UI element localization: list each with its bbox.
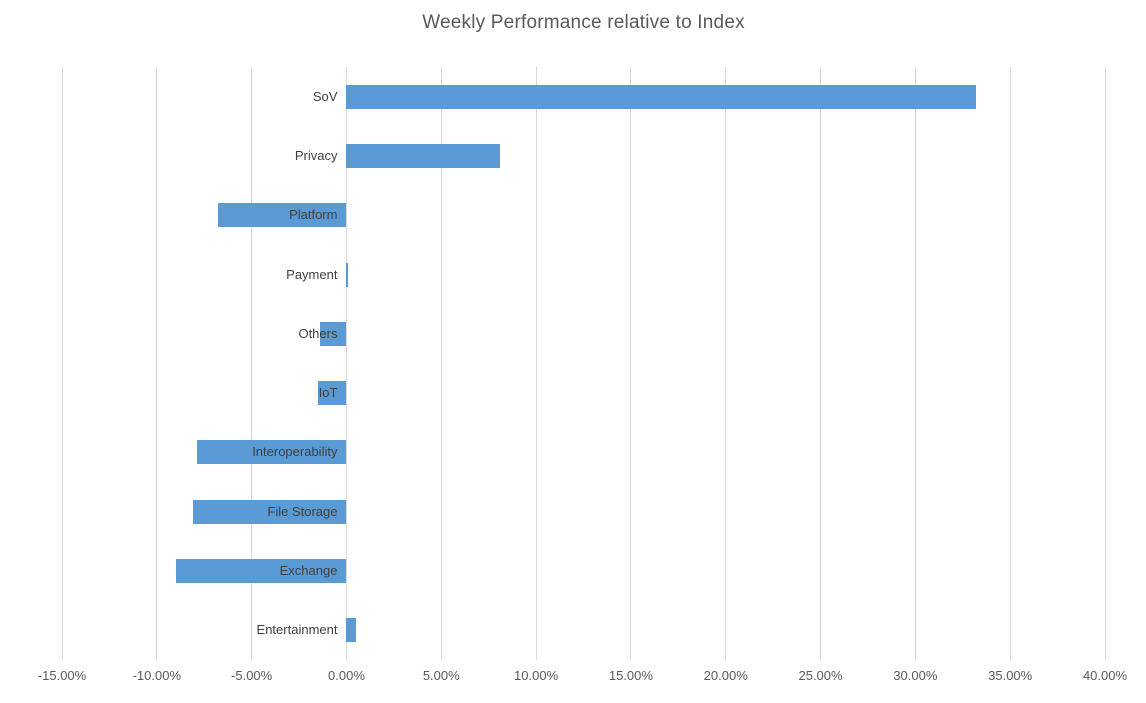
bar-entertainment bbox=[346, 618, 356, 643]
x-axis-tick-label: -10.00% bbox=[132, 668, 182, 683]
category-label-privacy: Privacy bbox=[294, 147, 338, 163]
gridline bbox=[725, 67, 727, 660]
category-label-file-storage: File Storage bbox=[267, 503, 338, 519]
chart-title: Weekly Performance relative to Index bbox=[422, 12, 745, 33]
x-axis-tick-label: 5.00% bbox=[422, 668, 460, 683]
x-axis-tick-label: 20.00% bbox=[703, 668, 748, 683]
bar-others bbox=[319, 321, 347, 346]
x-axis-tick-label: 0.00% bbox=[328, 668, 365, 683]
x-axis-tick-label: 40.00% bbox=[1082, 668, 1128, 683]
gridline bbox=[630, 67, 632, 660]
gridline bbox=[251, 67, 253, 660]
bar-iot bbox=[318, 381, 347, 406]
category-label-platform: Platform bbox=[289, 207, 338, 223]
bar-platform bbox=[217, 203, 347, 228]
x-axis-tick-label: -15.00% bbox=[37, 668, 87, 683]
bar-privacy bbox=[346, 143, 501, 168]
gridline bbox=[820, 67, 822, 660]
category-label-entertainment: Entertainment bbox=[256, 622, 338, 638]
gridline bbox=[440, 67, 442, 660]
gridline bbox=[1104, 67, 1106, 660]
gridline bbox=[61, 67, 63, 660]
x-axis-tick-label: 10.00% bbox=[514, 668, 559, 683]
bar-sov bbox=[346, 84, 977, 109]
gridline bbox=[156, 67, 158, 660]
category-label-payment: Payment bbox=[286, 266, 338, 282]
bar-interoperability bbox=[196, 440, 347, 465]
bar-file-storage bbox=[192, 499, 347, 524]
category-label-iot: IoT bbox=[318, 385, 338, 401]
category-label-exchange: Exchange bbox=[279, 563, 338, 579]
x-axis-tick-label: 30.00% bbox=[893, 668, 938, 683]
x-axis-tick-label: 15.00% bbox=[608, 668, 653, 683]
bar-exchange bbox=[175, 559, 347, 584]
gridline bbox=[914, 67, 916, 660]
gridline bbox=[1009, 67, 1011, 660]
category-label-interoperability: Interoperability bbox=[252, 444, 338, 460]
x-axis-tick-label: -5.00% bbox=[231, 668, 273, 683]
category-label-sov: SoV bbox=[312, 88, 338, 104]
bar-payment bbox=[346, 262, 349, 287]
x-axis-tick-label: 25.00% bbox=[798, 668, 843, 683]
category-label-others: Others bbox=[298, 325, 338, 341]
gridline bbox=[345, 67, 347, 660]
gridline bbox=[535, 67, 537, 660]
x-axis-tick-label: 35.00% bbox=[988, 668, 1033, 683]
